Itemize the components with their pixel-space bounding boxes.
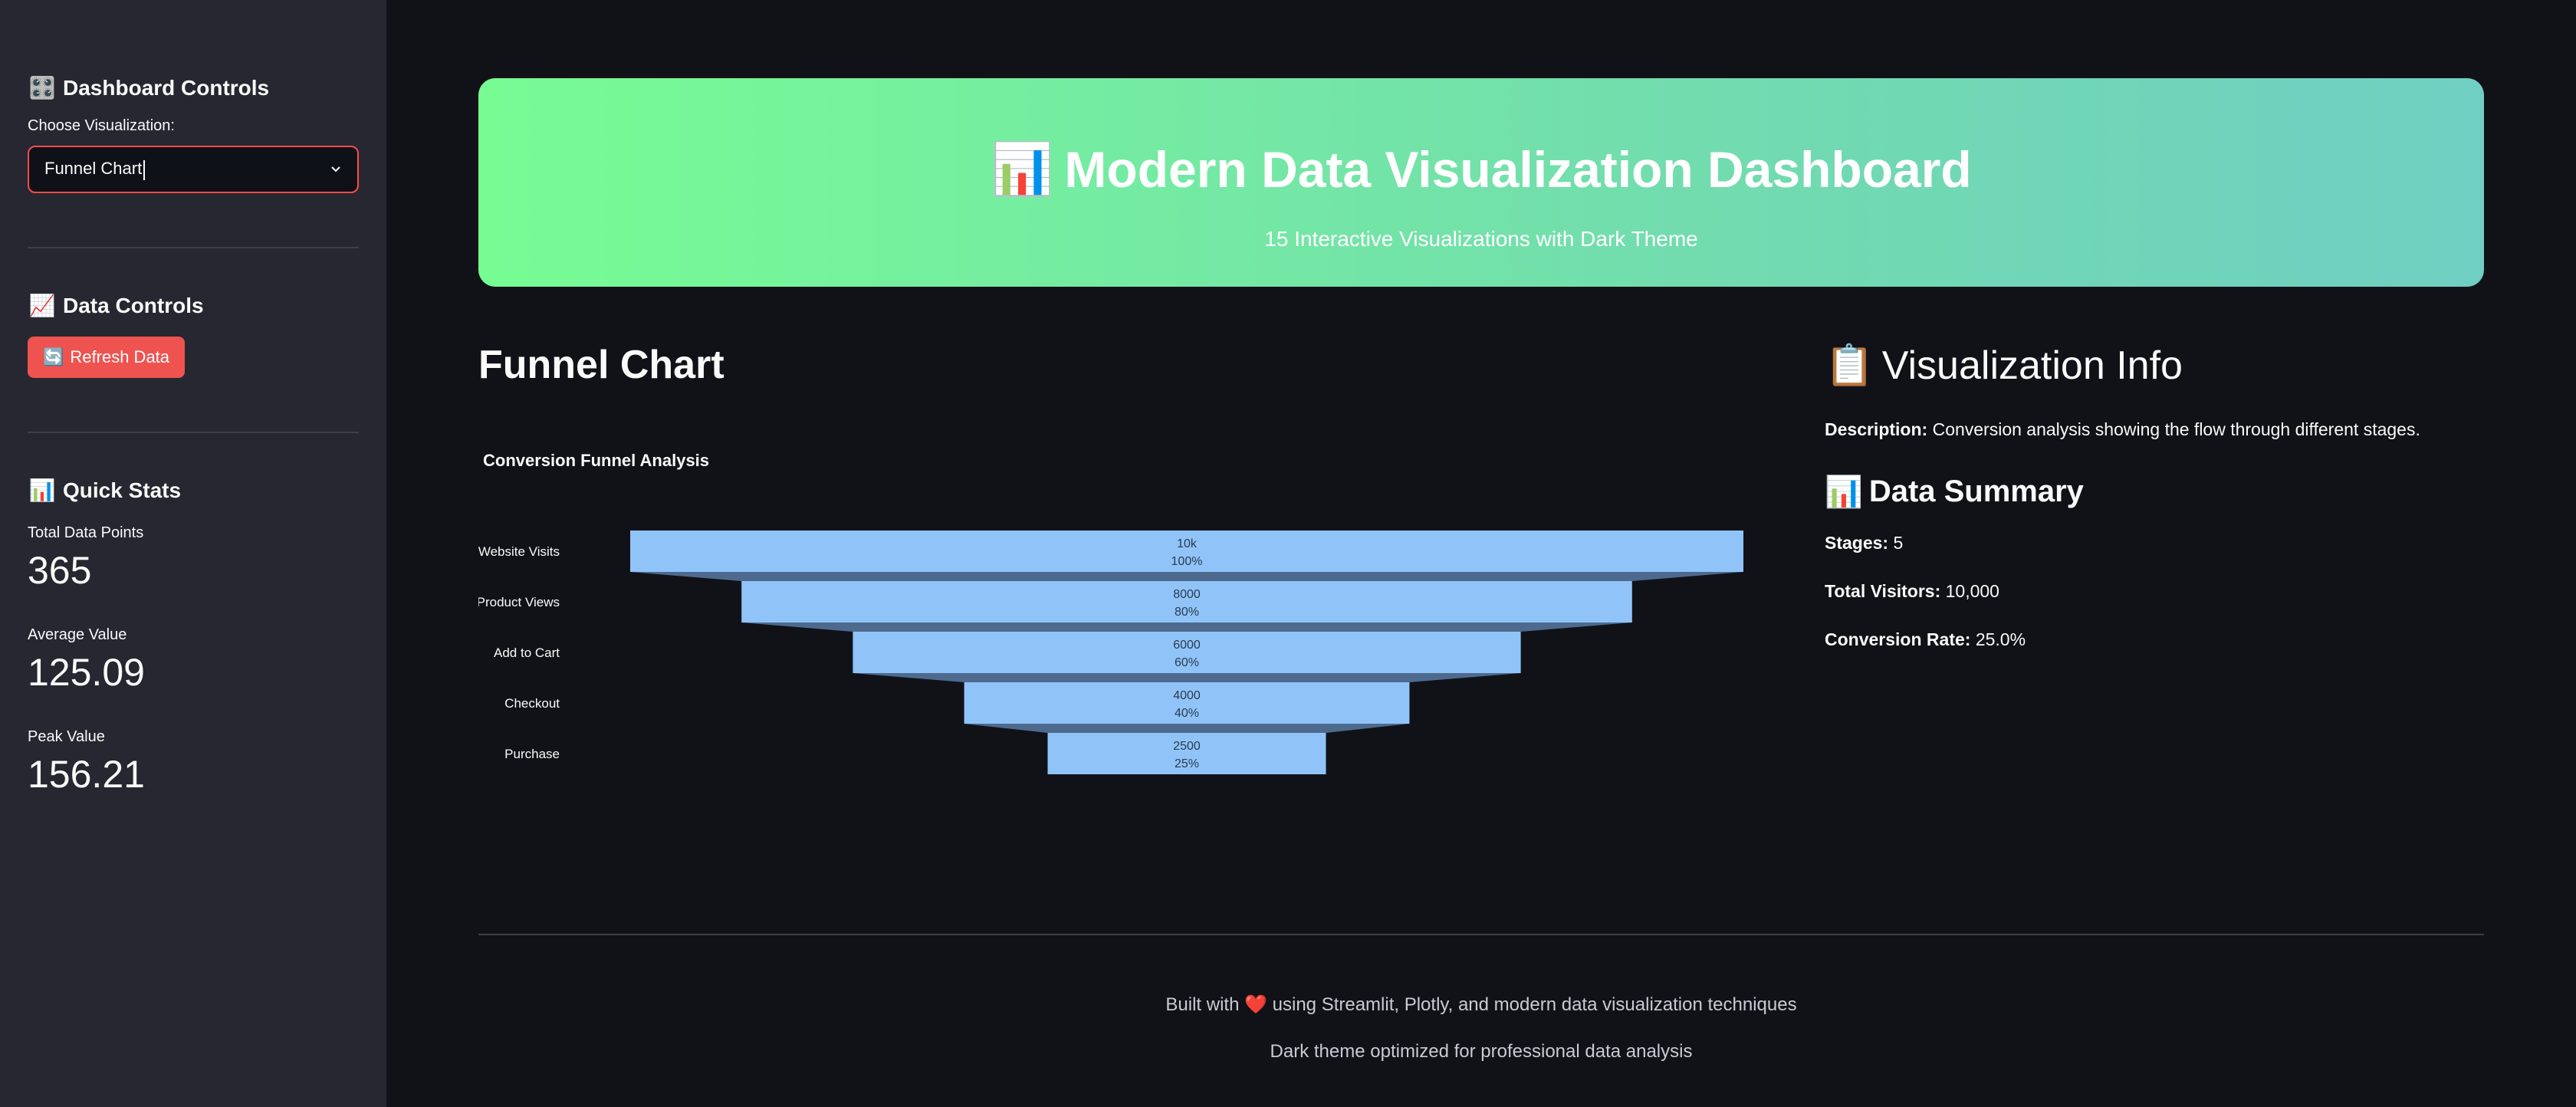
funnel-percent-label: 80% — [1175, 606, 1199, 619]
stat-label: Total Data Points — [28, 524, 144, 541]
funnel-bar[interactable] — [630, 531, 1743, 572]
selected-visualization: Funnel Chart — [44, 159, 145, 179]
main-content: 📊 Modern Data Visualization Dashboard 15… — [478, 0, 2484, 1107]
page-title-text: Modern Data Visualization Dashboard — [1064, 141, 1972, 198]
dashboard-controls-heading: 🎛️ Dashboard Controls — [28, 75, 359, 100]
description-label: Description: — [1825, 419, 1928, 439]
funnel-connector — [964, 724, 1410, 733]
data-summary-title: Data Summary — [1868, 475, 2084, 508]
footer-note: Dark theme optimized for professional da… — [1270, 1041, 1693, 1062]
stat-peak-value: Peak Value 156.21 — [28, 728, 359, 797]
funnel-percent-label: 60% — [1175, 656, 1199, 669]
visualization-info-title: Visualization Info — [1881, 343, 2183, 388]
funnel-stage-label: Add to Cart — [494, 645, 560, 660]
visualization-info-heading: 📋 Visualization Info — [1825, 342, 2484, 389]
refresh-data-label: Refresh Data — [70, 347, 170, 366]
description-text: Conversion analysis showing the flow thr… — [1927, 419, 2420, 439]
control-knobs-icon: 🎛️ — [28, 76, 56, 100]
total-visitors-summary: Total Visitors: 10,000 — [1825, 581, 2484, 602]
sidebar-divider — [28, 432, 359, 433]
funnel-stage-label: Checkout — [504, 696, 560, 711]
bar-chart-icon: 📊 — [991, 140, 1054, 197]
funnel-connector — [630, 572, 1743, 581]
sidebar-divider — [28, 247, 359, 248]
stages-value: 5 — [1888, 533, 1904, 553]
funnel-percent-label: 40% — [1175, 707, 1199, 720]
heart-icon: ❤️ — [1244, 994, 1267, 1015]
funnel-value-label: 8000 — [1173, 588, 1201, 601]
refresh-data-button[interactable]: 🔄 Refresh Data — [28, 337, 186, 378]
funnel-value-label: 4000 — [1173, 689, 1201, 702]
conversion-rate-value: 25.0% — [1970, 629, 2026, 649]
footer-credits: Built with ❤️ using Streamlit, Plotly, a… — [478, 994, 2484, 1016]
data-controls-heading: 📈 Data Controls — [28, 293, 359, 318]
total-visitors-value: 10,000 — [1940, 581, 1999, 601]
stat-value: 365 — [28, 549, 92, 592]
visualization-info-panel: 📋 Visualization Info Description: Conver… — [1825, 342, 2484, 650]
stat-label: Average Value — [28, 626, 127, 643]
funnel-percent-label: 100% — [1171, 555, 1203, 568]
stages-label: Stages: — [1825, 533, 1889, 553]
footer-divider — [478, 934, 2484, 935]
total-visitors-label: Total Visitors: — [1825, 581, 1941, 601]
stat-value: 156.21 — [28, 753, 145, 796]
quick-stats-heading: 📊 Quick Stats — [28, 478, 359, 503]
choose-visualization-label: Choose Visualization: — [28, 117, 175, 134]
bar-chart-icon: 📊 — [28, 478, 56, 502]
chart-increasing-icon: 📈 — [28, 294, 56, 317]
page-subtitle: 15 Interactive Visualizations with Dark … — [1264, 227, 1698, 251]
footer-text-pre: Built with — [1165, 994, 1245, 1015]
stat-value: 125.09 — [28, 651, 145, 694]
stat-total-data-points: Total Data Points 365 — [28, 524, 359, 593]
funnel-stage-label: Purchase — [504, 747, 560, 761]
stat-label: Peak Value — [28, 728, 105, 745]
page-title: 📊 Modern Data Visualization Dashboard — [478, 140, 2484, 199]
funnel-connector — [741, 622, 1632, 632]
conversion-rate-label: Conversion Rate: — [1825, 629, 1971, 649]
visualization-select[interactable]: Funnel Chart — [28, 146, 359, 193]
stages-summary: Stages: 5 — [1825, 533, 2484, 554]
sidebar: 🎛️ Dashboard Controls Choose Visualizati… — [0, 0, 386, 1107]
chevron-down-icon — [331, 166, 340, 172]
visualization-title: Funnel Chart — [478, 343, 724, 387]
funnel-bar[interactable] — [853, 632, 1521, 673]
funnel-percent-label: 25% — [1175, 757, 1199, 770]
funnel-bar[interactable] — [741, 581, 1632, 622]
footer-text-post: using Streamlit, Plotly, and modern data… — [1267, 994, 1797, 1015]
quick-stats-title: Quick Stats — [63, 478, 182, 502]
chart-title: Conversion Funnel Analysis — [483, 451, 710, 470]
funnel-chart[interactable]: 10k 100% Website Visits 8000 80% Product View… — [478, 506, 1766, 797]
funnel-bar[interactable] — [1047, 733, 1326, 774]
funnel-value-label: 6000 — [1173, 639, 1201, 652]
stat-average-value: Average Value 125.09 — [28, 626, 359, 695]
description: Description: Conversion analysis showing… — [1825, 419, 2484, 440]
data-summary-heading: 📊 Data Summary — [1825, 474, 2484, 510]
funnel-bar[interactable] — [964, 682, 1410, 724]
hero-banner: 📊 Modern Data Visualization Dashboard 15… — [478, 78, 2484, 287]
funnel-value-label: 2500 — [1173, 740, 1201, 753]
bar-chart-icon: 📊 — [1825, 475, 1863, 509]
data-controls-title: Data Controls — [63, 293, 204, 317]
clipboard-icon: 📋 — [1825, 343, 1875, 388]
refresh-icon: 🔄 — [43, 347, 64, 366]
funnel-connector — [853, 673, 1521, 682]
conversion-rate-summary: Conversion Rate: 25.0% — [1825, 629, 2484, 650]
funnel-stage-label: Product Views — [478, 595, 560, 609]
funnel-stage-label: Website Visits — [478, 544, 560, 559]
dashboard-controls-title: Dashboard Controls — [63, 75, 270, 100]
funnel-value-label: 10k — [1177, 537, 1198, 550]
